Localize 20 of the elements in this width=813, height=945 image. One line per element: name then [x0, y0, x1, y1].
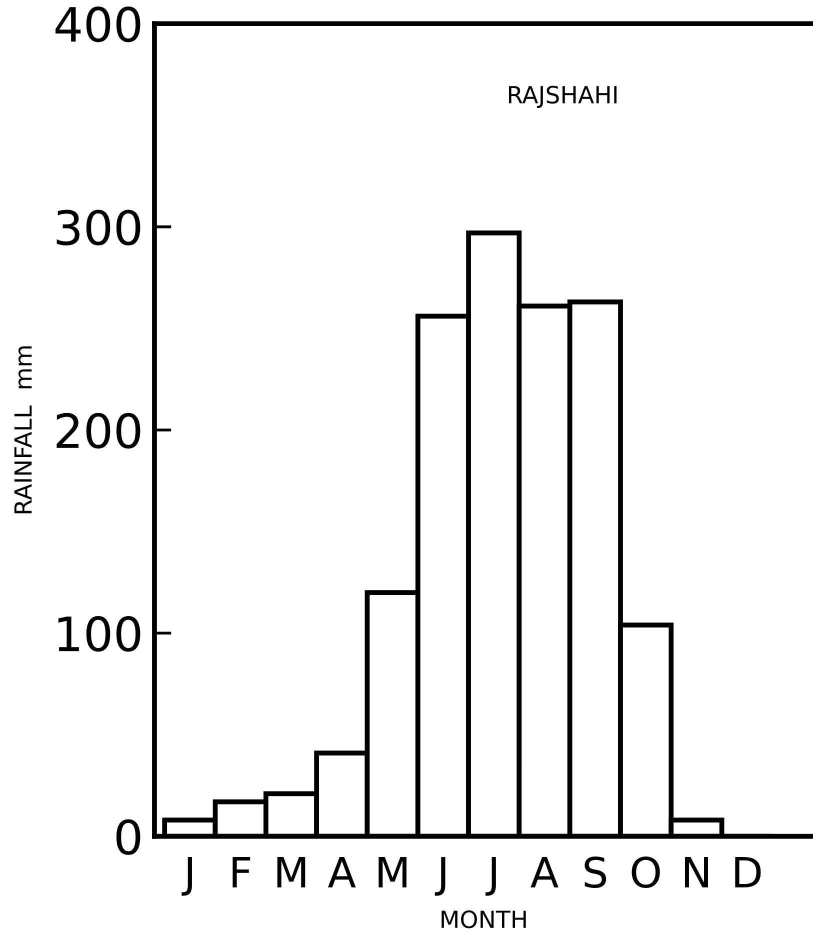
y-tick-label: 400 [56, 6, 140, 42]
x-tick-label: J [182, 857, 192, 896]
x-tick-label: S [584, 856, 606, 888]
y-axis-title: RAINFALL mm [14, 346, 32, 514]
x-tick-label: D [735, 857, 761, 888]
text: RAJSHAHI [508, 86, 617, 108]
y-tick-label: 200 [56, 412, 140, 449]
x-tick-label: J [486, 857, 496, 896]
x-tick-label: O [632, 856, 660, 888]
x-tick-label: F [232, 857, 250, 888]
x-axis-title: MONTH [442, 910, 526, 928]
x-tick-label: N [684, 857, 708, 888]
x-tick-label: M [378, 857, 406, 888]
y-tick-label: 100 [58, 616, 140, 652]
y-tick-label: 0 [116, 819, 140, 855]
x-tick-label: A [328, 857, 356, 888]
x-tick-label: J [434, 857, 446, 896]
x-tick-label: A [530, 857, 558, 888]
x-tick-label: M [277, 857, 306, 888]
y-tick-label: 300 [56, 210, 140, 246]
